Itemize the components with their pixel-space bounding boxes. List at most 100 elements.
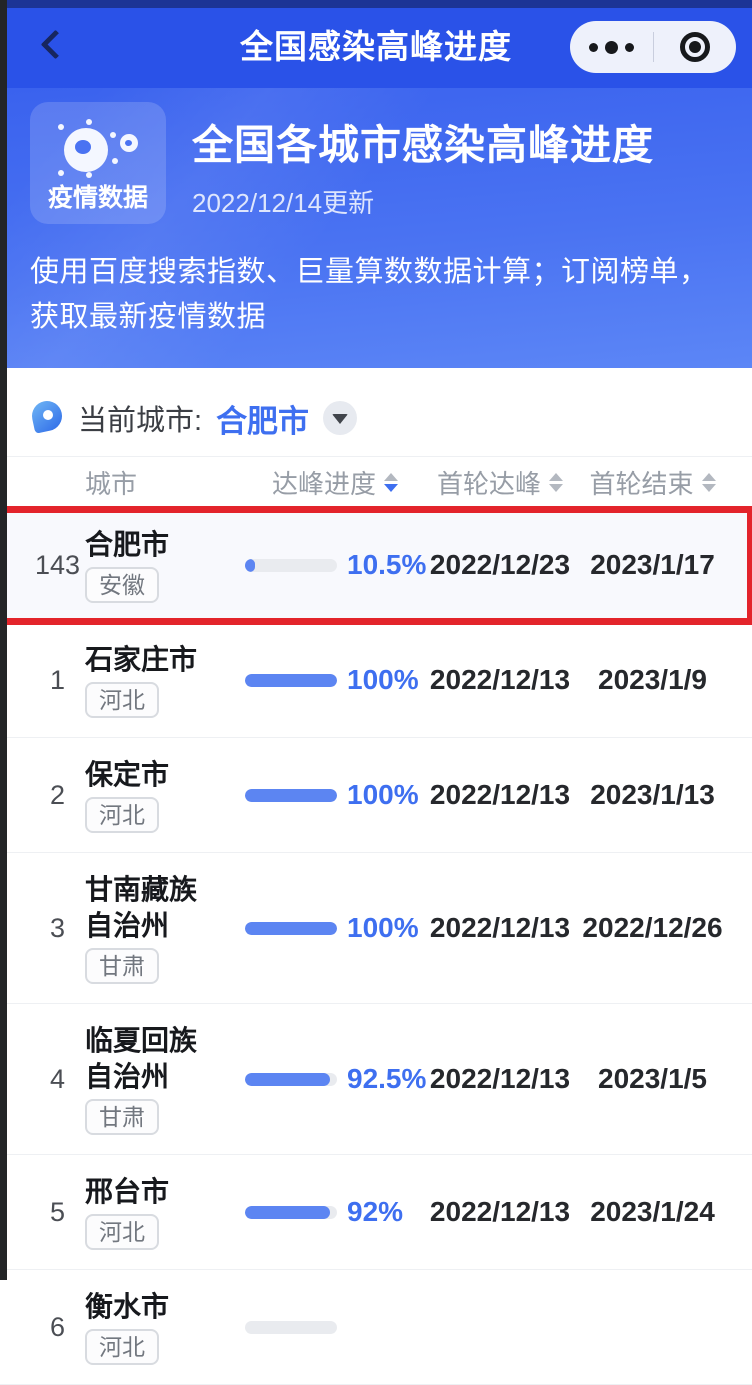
progress-bar	[245, 1320, 337, 1334]
table-header: 城市 达峰进度 首轮达峰 首轮结束	[0, 456, 752, 508]
progress-fill	[245, 1072, 331, 1086]
column-header-peak-date[interactable]: 首轮达峰	[425, 464, 575, 501]
progress-fill	[245, 921, 337, 935]
progress-cell: 100%	[245, 912, 425, 944]
capsule-target-icon	[679, 32, 710, 62]
city-name: 保定市	[85, 759, 170, 790]
hero-section: 疫情数据 全国各城市感染高峰进度 2022/12/14更新 使用百度搜索指数、巨…	[0, 88, 752, 368]
end-date: 2023/1/13	[590, 779, 715, 810]
end-date: 2023/1/5	[598, 1063, 707, 1094]
city-name: 甘南藏族自治州	[85, 874, 198, 941]
city-name: 邢台市	[85, 1176, 170, 1207]
table-row[interactable]: 6 衡水市 河北	[0, 1270, 752, 1385]
province-tag: 河北	[85, 682, 159, 718]
description-text: 使用百度搜索指数、巨量算数数据计算；订阅榜单，获取最新疫情数据	[30, 256, 709, 333]
progress-bar	[245, 1205, 337, 1219]
progress-cell: 100%	[245, 779, 425, 811]
city-cell: 合肥市 安徽	[85, 508, 245, 622]
progress-bar	[245, 1072, 337, 1086]
peak-date: 2022/12/23	[429, 549, 571, 580]
end-date: 2022/12/26	[582, 912, 723, 943]
city-cell: 保定市 河北	[85, 738, 245, 852]
progress-fill	[245, 558, 255, 572]
column-label: 城市	[85, 469, 138, 499]
column-label: 首轮结束	[589, 469, 694, 499]
column-label: 首轮达峰	[436, 469, 541, 499]
progress-fill	[245, 788, 337, 802]
screen-edge-left	[0, 0, 7, 1280]
table-row[interactable]: 4 临夏回族自治州 甘肃 92.5% 2022/12/13 2023/1/5	[0, 1004, 752, 1155]
row-rank: 2	[49, 779, 66, 810]
progress-percent: 10.5%	[347, 549, 427, 580]
province-tag: 安徽	[85, 567, 159, 603]
column-header-city: 城市	[30, 464, 245, 501]
progress-percent: 100%	[347, 779, 419, 810]
current-city-label: 当前城市:	[78, 405, 203, 437]
city-cell: 临夏回族自治州 甘肃	[85, 1004, 245, 1154]
chevron-down-icon	[332, 414, 349, 424]
capsule-divider	[652, 32, 654, 62]
miniprogram-capsule	[570, 21, 736, 73]
end-date: 2023/1/24	[590, 1196, 715, 1227]
progress-bar	[245, 921, 337, 935]
progress-bar	[245, 788, 337, 802]
progress-bar	[245, 558, 337, 572]
sort-icon	[384, 473, 398, 492]
city-cell: 衡水市 河北	[85, 1270, 245, 1384]
current-city-value: 合肥市	[216, 403, 310, 439]
province-tag: 河北	[85, 1214, 159, 1250]
end-date: 2023/1/9	[598, 664, 707, 695]
table-body: 143 合肥市 安徽 10.5% 2022/12/23 2023/1/17 1 …	[0, 506, 752, 1385]
column-header-progress[interactable]: 达峰进度	[245, 464, 425, 501]
back-button[interactable]	[32, 21, 78, 67]
peak-date: 2022/12/13	[429, 912, 571, 943]
close-capsule-button[interactable]	[654, 21, 737, 73]
progress-percent: 100%	[347, 912, 419, 943]
progress-percent: 100%	[347, 664, 419, 695]
row-rank: 6	[49, 1311, 66, 1342]
more-dots-icon	[588, 40, 634, 54]
navbar: 全国感染高峰进度	[0, 0, 752, 88]
column-header-end-date[interactable]: 首轮结束	[575, 464, 730, 501]
end-date: 2023/1/17	[590, 549, 715, 580]
province-tag: 河北	[85, 1329, 159, 1365]
progress-percent: 92%	[347, 1196, 404, 1227]
city-cell: 甘南藏族自治州 甘肃	[85, 853, 245, 1003]
screen-edge-top	[0, 0, 752, 8]
city-name: 合肥市	[85, 529, 170, 560]
virus-icon	[30, 119, 166, 180]
city-cell: 邢台市 河北	[85, 1155, 245, 1269]
progress-cell: 100%	[245, 664, 425, 696]
back-chevron-icon	[40, 29, 70, 59]
row-rank: 4	[49, 1063, 66, 1094]
app-badge: 疫情数据	[30, 102, 166, 224]
progress-fill	[245, 1205, 330, 1219]
sort-icon	[701, 473, 716, 492]
progress-percent: 92.5%	[347, 1063, 427, 1094]
table-row[interactable]: 3 甘南藏族自治州 甘肃 100% 2022/12/13 2022/12/26	[0, 853, 752, 1004]
row-rank: 1	[49, 664, 66, 695]
city-name: 临夏回族自治州	[85, 1025, 198, 1092]
more-menu-button[interactable]	[570, 21, 653, 73]
city-cell: 石家庄市 河北	[85, 623, 245, 737]
progress-cell: 92%	[245, 1196, 425, 1228]
table-row[interactable]: 2 保定市 河北 100% 2022/12/13 2023/1/13	[0, 738, 752, 853]
province-tag: 河北	[85, 797, 159, 833]
updated-date: 2022/12/14更新	[192, 188, 375, 219]
province-tag: 甘肃	[85, 1099, 159, 1135]
progress-cell	[245, 1320, 425, 1334]
province-tag: 甘肃	[85, 948, 159, 984]
city-name: 衡水市	[85, 1291, 170, 1322]
table-row[interactable]: 1 石家庄市 河北 100% 2022/12/13 2023/1/9	[0, 623, 752, 738]
current-city-selector[interactable]: 当前城市: 合肥市	[0, 368, 752, 439]
peak-date: 2022/12/13	[429, 1063, 571, 1094]
page-title: 全国各城市感染高峰进度	[192, 122, 654, 168]
table-row[interactable]: 5 邢台市 河北 92% 2022/12/13 2023/1/24	[0, 1155, 752, 1270]
city-dropdown-button[interactable]	[323, 401, 358, 435]
row-rank: 143	[34, 549, 81, 580]
column-label: 达峰进度	[271, 469, 376, 499]
peak-date: 2022/12/13	[429, 664, 571, 695]
table-row[interactable]: 143 合肥市 安徽 10.5% 2022/12/23 2023/1/17	[0, 506, 752, 625]
sort-icon	[549, 473, 563, 492]
location-icon	[29, 398, 65, 435]
